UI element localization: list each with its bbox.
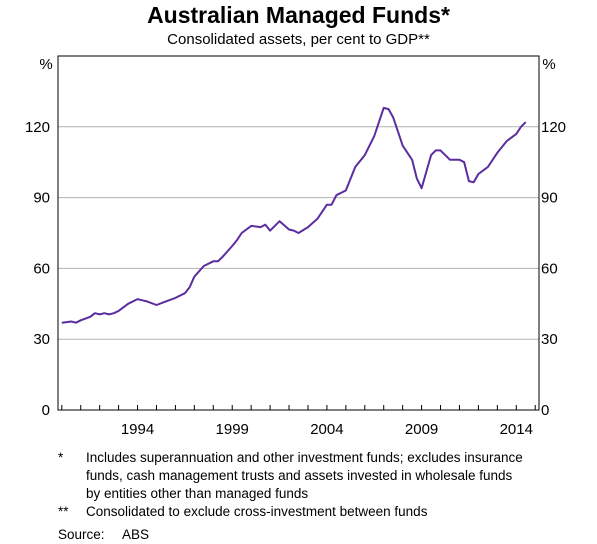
- y-tick-label-right: 120: [541, 119, 566, 136]
- y-tick-label-left: 60: [33, 260, 50, 277]
- y-tick-label-left: 120: [25, 119, 50, 136]
- y-axis-right: 0 30 60 90 120: [541, 119, 566, 419]
- x-tick-label: 2004: [310, 421, 343, 438]
- footnotes: * Includes superannuation and other inve…: [58, 449, 526, 544]
- y-tick-label-left: 0: [42, 402, 50, 419]
- y-tick-label-right: 60: [541, 260, 558, 277]
- footnote-text: Includes superannuation and other invest…: [86, 450, 523, 501]
- source-value: ABS: [122, 527, 150, 542]
- y-axis-label-right: %: [542, 56, 555, 73]
- y-tick-label-left: 90: [33, 190, 50, 207]
- y-tick-label-right: 90: [541, 190, 558, 207]
- x-tick-label: 1994: [121, 421, 154, 438]
- y-axis-label-left: %: [39, 56, 52, 73]
- source-label: Source:: [58, 527, 105, 542]
- footnote-text: Consolidated to exclude cross-investment…: [86, 504, 428, 519]
- chart-subtitle: Consolidated assets, per cent to GDP**: [167, 31, 430, 48]
- x-tick-label: 1999: [216, 421, 249, 438]
- plot-frame: [57, 55, 540, 411]
- y-axis-left: 0 30 60 90 120: [25, 119, 50, 419]
- gridlines: [58, 126, 539, 340]
- x-tick-label: 2009: [405, 421, 438, 438]
- x-tick-label: 2014: [500, 421, 533, 438]
- y-tick-label-right: 30: [541, 331, 558, 348]
- footnote-1: * Includes superannuation and other inve…: [58, 449, 526, 503]
- footnote-2: ** Consolidated to exclude cross-investm…: [58, 503, 526, 521]
- source-line: Source: ABS: [58, 526, 526, 544]
- chart-title: Australian Managed Funds*: [147, 2, 450, 28]
- footnote-mark: *: [58, 450, 64, 465]
- footnote-mark: **: [58, 504, 69, 519]
- series-line-managed-funds: [61, 106, 527, 324]
- y-tick-label-left: 30: [33, 331, 50, 348]
- x-axis: 1994 1999 2004 2009 2014: [61, 405, 536, 438]
- y-tick-label-right: 0: [541, 402, 549, 419]
